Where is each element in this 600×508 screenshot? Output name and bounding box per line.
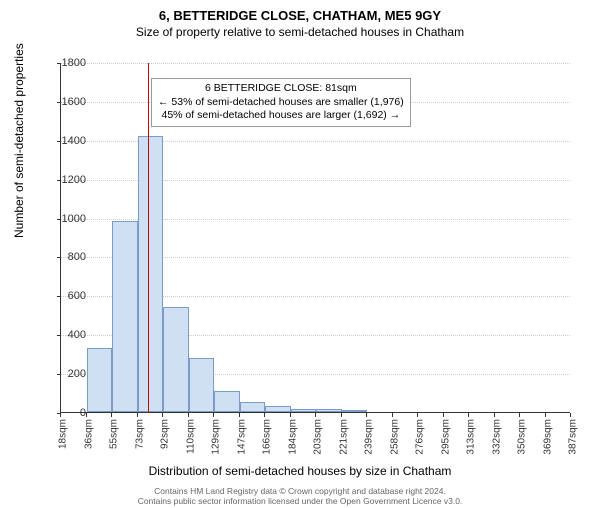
xtick-label: 369sqm [542, 419, 553, 455]
xtick-label: 184sqm [287, 419, 298, 455]
xtick-mark [443, 413, 444, 417]
xtick-label: 276sqm [415, 419, 426, 455]
xtick-label: 332sqm [491, 419, 502, 455]
xtick-label: 92sqm [160, 419, 171, 449]
annotation-line: ← 53% of semi-detached houses are smalle… [158, 96, 404, 110]
footer-line-1: Contains HM Land Registry data © Crown c… [0, 486, 600, 496]
xtick-label: 295sqm [440, 419, 451, 455]
xtick-label: 110sqm [185, 419, 196, 454]
histogram-bar [87, 348, 113, 412]
xtick-mark [417, 413, 418, 417]
footer-line-2: Contains public sector information licen… [0, 496, 600, 506]
histogram-bar [291, 409, 317, 412]
ytick-label: 600 [46, 290, 86, 302]
xtick-mark [213, 413, 214, 417]
ytick-label: 1000 [46, 213, 86, 225]
xtick-label: 221sqm [338, 419, 349, 455]
xtick-mark [137, 413, 138, 417]
histogram-bar [138, 136, 164, 412]
xtick-mark [111, 413, 112, 417]
xtick-label: 203sqm [313, 419, 324, 455]
ytick-label: 1600 [46, 96, 86, 108]
y-axis-label: Number of semi-detached properties [12, 43, 26, 238]
histogram-bar [316, 409, 342, 412]
xtick-mark [188, 413, 189, 417]
annotation-line: 6 BETTERIDGE CLOSE: 81sqm [158, 82, 404, 96]
footer-attribution: Contains HM Land Registry data © Crown c… [0, 486, 600, 506]
xtick-label: 387sqm [568, 419, 579, 455]
xtick-label: 36sqm [83, 419, 94, 449]
ytick-label: 400 [46, 329, 86, 341]
xtick-mark [545, 413, 546, 417]
xtick-mark [315, 413, 316, 417]
histogram-bar [342, 410, 368, 412]
xtick-mark [494, 413, 495, 417]
xtick-mark [341, 413, 342, 417]
chart-area: 6 BETTERIDGE CLOSE: 81sqm← 53% of semi-d… [60, 63, 570, 413]
annotation-box: 6 BETTERIDGE CLOSE: 81sqm← 53% of semi-d… [151, 78, 411, 127]
x-axis-label: Distribution of semi-detached houses by … [0, 464, 600, 478]
histogram-bar [265, 406, 291, 412]
xtick-mark [392, 413, 393, 417]
xtick-label: 313sqm [466, 419, 477, 455]
xtick-label: 129sqm [211, 419, 222, 455]
xtick-label: 258sqm [389, 419, 400, 455]
ytick-label: 1800 [46, 57, 86, 69]
xtick-label: 350sqm [517, 419, 528, 455]
xtick-label: 166sqm [262, 419, 273, 455]
xtick-label: 147sqm [236, 419, 247, 455]
chart-container: 6, BETTERIDGE CLOSE, CHATHAM, ME5 9GY Si… [0, 8, 600, 508]
histogram-bar [240, 402, 266, 412]
ytick-label: 1400 [46, 135, 86, 147]
histogram-bar [163, 307, 189, 412]
xtick-mark [162, 413, 163, 417]
histogram-bar [112, 221, 138, 412]
xtick-mark [290, 413, 291, 417]
property-marker-line [148, 63, 149, 413]
xtick-mark [468, 413, 469, 417]
xtick-label: 55sqm [109, 419, 120, 449]
ytick-label: 1200 [46, 174, 86, 186]
xtick-mark [366, 413, 367, 417]
ytick-label: 0 [46, 407, 86, 419]
xtick-mark [570, 413, 571, 417]
xtick-mark [264, 413, 265, 417]
xtick-label: 239sqm [364, 419, 375, 455]
ytick-label: 800 [46, 251, 86, 263]
histogram-bar [214, 391, 240, 412]
annotation-line: 45% of semi-detached houses are larger (… [158, 109, 404, 123]
grid-line [61, 63, 570, 64]
plot-region: 6 BETTERIDGE CLOSE: 81sqm← 53% of semi-d… [60, 63, 570, 413]
chart-title: 6, BETTERIDGE CLOSE, CHATHAM, ME5 9GY [0, 8, 600, 23]
xtick-label: 18sqm [58, 419, 69, 449]
chart-subtitle: Size of property relative to semi-detach… [0, 25, 600, 39]
histogram-bar [189, 358, 215, 412]
ytick-label: 200 [46, 368, 86, 380]
xtick-label: 73sqm [134, 419, 145, 449]
xtick-mark [519, 413, 520, 417]
xtick-mark [239, 413, 240, 417]
